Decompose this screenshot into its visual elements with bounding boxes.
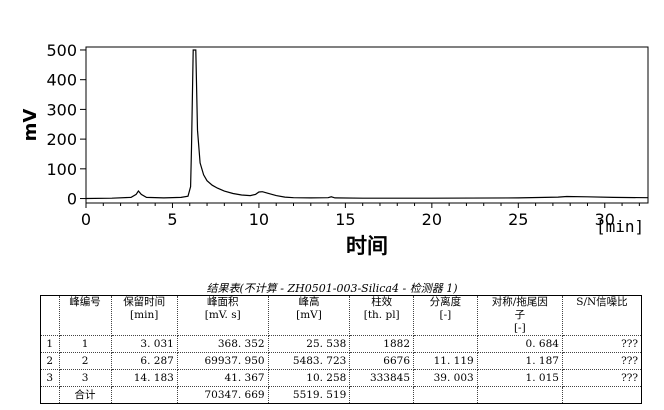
table-cell [349,386,415,404]
table-row: 3 3 14. 183 41. 367 10. 258 333845 39. 003 1. 0… [40,369,643,387]
table-cell: 6. 287 [110,352,178,370]
y-tick-label: 300 [46,100,77,119]
table-row: 2 2 6. 287 69937. 950 5483. 723 6676 11. 119 1.… [40,352,643,370]
table-cell: 合计 [58,386,112,404]
table-cell: 333845 [349,369,415,387]
table-cell: 3. 031 [110,335,178,353]
table-cell [110,386,178,404]
plot-frame [85,46,649,204]
x-tick-label: 15 [335,210,355,229]
table-cell: 1 [58,335,112,353]
y-tick-label: 500 [46,41,77,60]
x-axis-unit: [min] [596,217,644,236]
table-cell: 5519. 519 [267,386,351,404]
table-cell: ??? [561,335,643,353]
y-tick-label: 200 [46,130,77,149]
total-row: 合计 70347. 669 5519. 519 [40,386,643,404]
table-cell: 2 [58,352,112,370]
column-header: 保留时间 [min] [110,295,178,336]
table-cell: 41. 367 [176,369,269,387]
y-tick-label: 400 [46,71,77,90]
table-cell: 14. 183 [110,369,178,387]
table-cell: 6676 [349,352,415,370]
x-axis: 0 5 10 15 20 25 30 [81,203,640,229]
table-cell: 1. 015 [476,369,563,387]
x-tick-label: 25 [508,210,528,229]
y-axis: 0 100 200 300 400 500 [46,41,86,209]
table-header-row: 峰编号 保留时间 [min] 峰面积 [mV. s] 峰高 [mV] 柱效 [th. pl] 分离… [40,295,643,336]
table-cell [476,386,563,404]
column-header: 分离度 [-] [413,295,478,336]
table-cell: ??? [561,352,643,370]
table-cell [561,386,643,404]
y-tick-label: 0 [67,190,77,209]
column-header: 峰高 [mV] [267,295,351,336]
table-cell: 5483. 723 [267,352,351,370]
table-cell: 39. 003 [413,369,478,387]
column-header: 峰面积 [mV. s] [176,295,269,336]
table-cell: 69937. 950 [176,352,269,370]
column-header [40,295,60,336]
table-cell: 3 [58,369,112,387]
x-tick-label: 5 [167,210,177,229]
table-cell: 1. 187 [476,352,563,370]
chromatogram: 0 100 200 300 400 500 0 5 10 15 20 25 30 mV 时间 [min… [20,41,649,258]
x-tick-label: 10 [249,210,269,229]
table-cell [413,386,478,404]
table-cell: 3 [40,369,60,387]
table-cell: 10. 258 [267,369,351,387]
x-axis-label: 时间 [346,234,388,258]
table-cell: 25. 538 [267,335,351,353]
table-cell: 70347. 669 [176,386,269,404]
column-header: 柱效 [th. pl] [349,295,415,336]
table-cell: ??? [561,369,643,387]
x-tick-label: 20 [422,210,442,229]
table-cell: 11. 119 [413,352,478,370]
table-cell: 368. 352 [176,335,269,353]
table-cell [413,335,478,353]
table-row: 1 1 3. 031 368. 352 25. 538 1882 0. 684??? [40,335,643,353]
table-cell [40,386,60,404]
y-tick-label: 100 [46,160,77,179]
column-header: S/N信噪比 [561,295,643,336]
results-table-title: 结果表(不计算 - ZH0501-003-Silica4 - 检测器 1) [206,282,458,295]
results-table: 峰编号 保留时间 [min] 峰面积 [mV. s] 峰高 [mV] 柱效 [th. pl] 分离… [40,295,643,404]
x-tick-label: 30 [595,210,615,229]
table-cell: 2 [40,352,60,370]
table-cell: 1 [40,335,60,353]
column-header: 对称/拖尾因子 [-] [476,295,563,336]
column-header: 峰编号 [58,295,112,336]
chromatogram-trace [85,49,649,200]
table-cell: 1882 [349,335,415,353]
table-cell: 0. 684 [476,335,563,353]
y-axis-label: mV [20,109,41,142]
x-tick-label: 0 [81,210,91,229]
